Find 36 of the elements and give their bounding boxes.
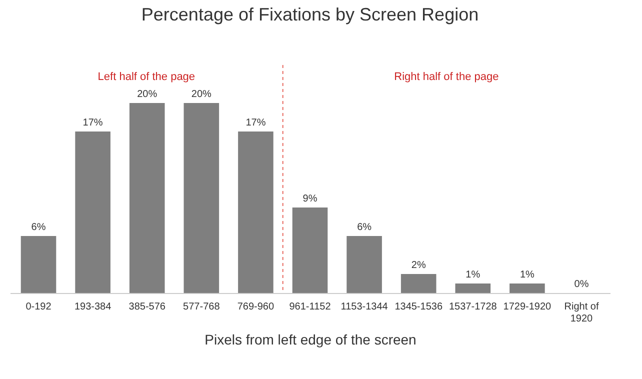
bar [455, 284, 491, 293]
data-label: 17% [82, 118, 103, 128]
data-label: 20% [191, 89, 212, 100]
data-label: 1% [520, 270, 535, 280]
x-tick-label: 385-576 [128, 302, 166, 312]
bar [400, 274, 436, 293]
x-tick-label: 961-1152 [289, 302, 332, 312]
bar [346, 236, 382, 293]
bar [129, 103, 165, 293]
text: Right half of the page [394, 71, 499, 83]
chart-title: Percentage of Fixations by Screen Region [141, 4, 479, 24]
x-tick-label: 193-384 [74, 302, 112, 312]
x-axis-title: Pixels from left edge of the screen [204, 332, 416, 348]
data-label: 6% [357, 222, 372, 233]
x-tick-label: 769-960 [237, 302, 274, 312]
bar [20, 236, 56, 293]
bar [238, 132, 274, 293]
x-tick-label: 1345-1536 [394, 302, 443, 312]
bar [184, 103, 220, 293]
data-label: 2% [411, 260, 426, 271]
bar [292, 208, 328, 293]
data-label: 6% [31, 222, 46, 233]
data-label: 0% [574, 279, 589, 290]
text: Left half of the page [98, 71, 196, 83]
x-tick-label: 1537-1728 [448, 302, 498, 312]
data-label: 17% [246, 118, 266, 128]
bar [75, 132, 110, 293]
bar [510, 284, 545, 293]
x-tick-label: Right of 1920 [564, 302, 599, 324]
x-tick-label: 577-768 [183, 302, 220, 312]
data-label: 9% [302, 194, 318, 204]
x-tick-label: 1153-1344 [340, 302, 388, 312]
data-label: 20% [137, 89, 158, 100]
x-tick-label: 0-192 [26, 302, 52, 312]
data-label: 1% [466, 270, 480, 280]
x-tick-label: 1729-1920 [503, 302, 552, 312]
